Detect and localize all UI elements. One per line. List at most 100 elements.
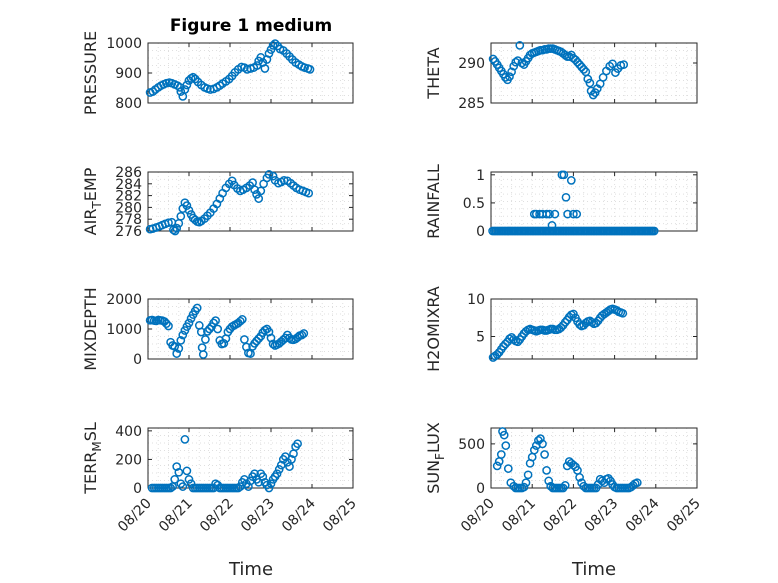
data-point xyxy=(244,482,253,491)
data-point xyxy=(254,334,264,343)
x-tick-label: 08/21 xyxy=(156,496,196,536)
data-point xyxy=(205,324,214,334)
axes-box xyxy=(490,298,698,360)
data-point xyxy=(287,455,296,464)
y-tick-label: 286 xyxy=(115,165,142,181)
subplot-mixdepth: 0 1000 2000 MIXDEPTH xyxy=(81,287,354,371)
y-axis-label: MIXDEPTH xyxy=(81,287,100,370)
data-point xyxy=(164,218,173,228)
data-point xyxy=(166,483,175,493)
data-point xyxy=(170,475,180,484)
data-point xyxy=(501,441,511,450)
marker-series xyxy=(488,41,629,100)
y-tick-label: 284 xyxy=(115,177,142,193)
y-tick-label: 280 xyxy=(115,200,142,216)
y-tick-label: 0 xyxy=(133,481,142,497)
x-tick-label: 08/24 xyxy=(623,495,663,535)
y-axis-label: THETA xyxy=(424,47,443,99)
data-point xyxy=(544,476,554,486)
data-point xyxy=(556,323,566,332)
data-point xyxy=(550,209,560,219)
y-tick-label: 278 xyxy=(115,212,142,228)
data-point xyxy=(172,223,182,233)
data-point xyxy=(237,315,247,324)
data-point xyxy=(293,439,302,449)
data-point xyxy=(180,435,190,444)
x-axis-label-left: Time xyxy=(228,559,273,580)
y-axis-label: H2OMIXRA xyxy=(424,286,443,372)
data-point xyxy=(266,479,276,489)
marker-series xyxy=(145,39,315,101)
data-point xyxy=(178,482,188,491)
data-point xyxy=(240,475,249,484)
subplot-pressure: 800 900 1000 PRESSURE xyxy=(81,31,354,115)
x-tick-label: 08/22 xyxy=(197,496,237,536)
data-point xyxy=(264,170,274,179)
data-point xyxy=(513,337,523,347)
data-point xyxy=(266,45,276,54)
data-point xyxy=(496,450,506,459)
y-tick-label: 10 xyxy=(467,292,485,308)
x-tick-label: 08/24 xyxy=(279,495,319,535)
x-tick-label: 08/20 xyxy=(115,496,155,536)
plot-area xyxy=(490,171,698,232)
data-point xyxy=(268,339,278,349)
data-point xyxy=(503,464,513,473)
y-tick-label: 900 xyxy=(115,66,142,82)
data-point xyxy=(211,316,220,325)
figure-title: Figure 1 medium xyxy=(170,16,332,36)
x-axis-label-right: Time xyxy=(571,559,616,580)
y-tick-label: 1 xyxy=(476,168,485,184)
y-tick-label: 0 xyxy=(476,224,485,240)
data-point xyxy=(198,350,208,359)
data-point xyxy=(619,60,629,69)
data-point xyxy=(184,318,194,328)
data-point xyxy=(517,58,527,68)
data-point xyxy=(235,316,245,326)
data-point xyxy=(538,439,547,449)
data-point xyxy=(507,67,516,77)
data-point xyxy=(569,209,578,219)
data-point xyxy=(184,475,194,484)
x-tick-label: 08/23 xyxy=(582,496,622,536)
data-point xyxy=(519,482,529,492)
data-point xyxy=(579,65,589,74)
data-point xyxy=(505,72,514,81)
data-point xyxy=(545,209,554,219)
y-tick-label: 800 xyxy=(115,96,142,112)
data-point xyxy=(492,350,502,359)
data-point xyxy=(172,462,182,471)
data-point xyxy=(588,90,598,100)
data-point xyxy=(180,85,190,94)
data-point xyxy=(501,339,510,349)
data-point xyxy=(559,170,569,180)
y-tick-label: 5 xyxy=(476,330,485,346)
data-point xyxy=(293,333,302,342)
data-point xyxy=(575,473,584,482)
data-point xyxy=(501,73,510,82)
data-point xyxy=(162,319,171,328)
axes-box xyxy=(490,42,698,104)
y-axis-label: AIRTEMP xyxy=(81,167,104,235)
y-axis-label: PRESSURE xyxy=(81,31,100,115)
y-axis-label: RAINFALL xyxy=(424,164,443,239)
data-point xyxy=(561,192,571,202)
marker-series xyxy=(145,303,309,359)
data-point xyxy=(250,469,259,479)
data-point xyxy=(254,477,264,487)
data-point xyxy=(632,478,642,488)
data-point xyxy=(304,188,314,198)
data-point xyxy=(274,465,284,474)
x-tick-label: 08/25 xyxy=(320,496,360,536)
data-point xyxy=(305,65,315,74)
data-point xyxy=(148,87,158,96)
axes-box xyxy=(147,427,354,489)
data-point xyxy=(563,209,572,219)
data-point xyxy=(176,87,186,96)
x-tick-label: 08/22 xyxy=(540,496,580,536)
data-point xyxy=(511,57,521,67)
data-point xyxy=(201,335,210,344)
data-point xyxy=(240,335,249,344)
